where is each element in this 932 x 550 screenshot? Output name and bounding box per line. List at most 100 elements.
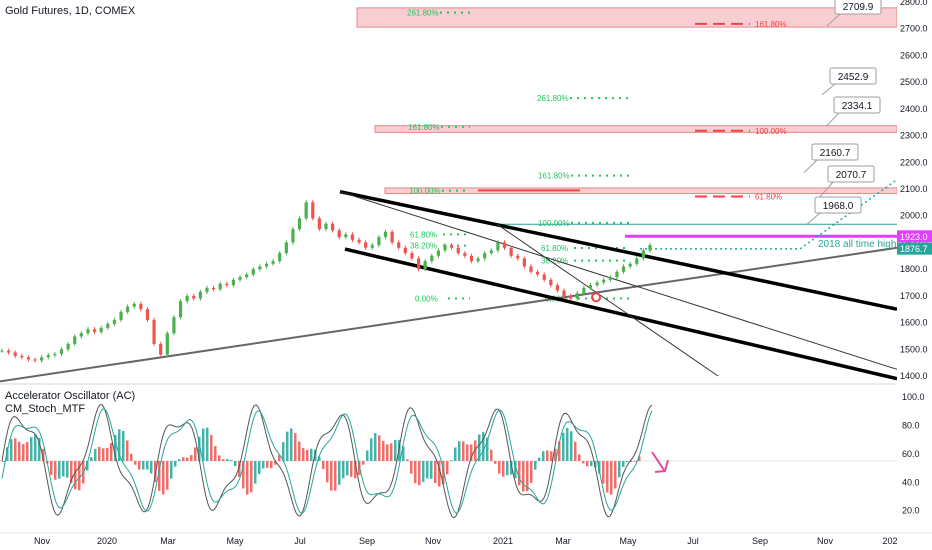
- ac-histogram-bar: [22, 444, 25, 461]
- candle-body: [178, 301, 183, 318]
- candle-body: [416, 258, 421, 270]
- candle-body: [602, 279, 606, 283]
- time-tick-label: Nov: [817, 536, 834, 546]
- ac-histogram-bar: [234, 461, 237, 467]
- candle-body: [608, 277, 612, 280]
- ac-histogram-bar: [422, 461, 425, 482]
- ac-histogram-bar: [50, 461, 53, 475]
- fib-level-label: 61.80%: [541, 244, 568, 253]
- candle-body: [172, 317, 176, 334]
- oscillator-pane: [0, 404, 897, 519]
- fib-level-label: 161.80%: [408, 123, 440, 132]
- osc-tick-label: 40.0: [902, 477, 920, 487]
- ac-histogram-bar: [74, 461, 77, 490]
- price-callout: [833, 96, 881, 114]
- candle-body: [205, 287, 209, 292]
- trend-lines: [0, 179, 898, 383]
- ac-histogram-bar: [618, 461, 621, 478]
- ac-histogram-bar: [362, 461, 365, 465]
- candle-body: [383, 231, 388, 238]
- candle-body: [324, 223, 328, 230]
- ac-histogram-bar: [90, 457, 93, 461]
- candle-body: [99, 327, 103, 332]
- candle-body: [192, 295, 196, 299]
- candle-body: [615, 271, 619, 278]
- ac-histogram-bar: [18, 441, 21, 461]
- fib-level-label: 100.00%: [538, 219, 570, 228]
- price-callout: [814, 196, 862, 214]
- ac-histogram-bar: [246, 461, 249, 495]
- price-tick-label: 2300.0: [900, 131, 928, 141]
- price-callout: [811, 143, 859, 161]
- ac-histogram-bar: [98, 446, 101, 461]
- candle-body: [357, 239, 361, 243]
- ac-histogram-bar: [466, 444, 469, 461]
- candle-body: [112, 319, 117, 324]
- price-tick-label: 2200.0: [900, 157, 928, 167]
- price-tick-label: 1600.0: [900, 318, 928, 328]
- price-callout-label: 1968.0: [823, 201, 854, 212]
- candle-body: [317, 218, 321, 230]
- candle-body: [231, 279, 236, 286]
- candle-body: [245, 274, 249, 278]
- candle-body: [198, 291, 202, 299]
- candle-body: [569, 295, 573, 299]
- ac-histogram-bar: [586, 461, 589, 467]
- time-tick-label: Mar: [160, 536, 176, 546]
- candle-body: [46, 355, 50, 358]
- fib-level-label: 100.00%: [409, 187, 441, 196]
- ac-histogram-bar: [162, 461, 165, 495]
- candle-body: [549, 279, 553, 286]
- ac-histogram-bar: [622, 461, 625, 467]
- ac-histogram-bar: [78, 461, 81, 491]
- ac-histogram-bar: [34, 434, 37, 461]
- time-axis: Nov 2020 Mar May Jul Sep Nov 2021 Mar May Jul Sep No…: [34, 536, 898, 546]
- price-badge: [897, 242, 932, 255]
- candle-body: [390, 231, 394, 243]
- price-tick-label: 1500.0: [900, 344, 928, 354]
- fib-level-label: 261.80%: [407, 9, 439, 18]
- candle-body: [516, 255, 520, 259]
- ac-histogram-bar: [306, 449, 309, 461]
- ac-histogram-bar: [26, 442, 29, 461]
- ac-histogram-bar: [262, 461, 265, 469]
- price-badge-label: 1923.0: [900, 232, 928, 242]
- channel-lower-line: [344, 247, 898, 381]
- ac-histogram-bar: [350, 461, 353, 477]
- fib-level-label: 261.80%: [537, 94, 569, 103]
- fib-level-label: 161.80%: [538, 172, 570, 181]
- fib-target-zone: [374, 125, 898, 133]
- ac-histogram-bar: [142, 461, 145, 470]
- ac-histogram-bar: [230, 460, 233, 462]
- ac-histogram-bar: [94, 448, 97, 461]
- callout-pointer: [825, 112, 840, 127]
- candle-body: [13, 352, 17, 356]
- fib-levels: 261.80% 161.80% 261.80% 161.80% 100.00% 161.8…: [407, 9, 897, 304]
- price-callout-label: 2452.9: [838, 72, 869, 83]
- ac-histogram-bar: [10, 439, 13, 461]
- fib-level-label: 161.80%: [755, 20, 787, 29]
- ac-histogram-bar: [378, 435, 381, 461]
- candle-body: [364, 242, 368, 248]
- time-tick-label: 2020: [97, 536, 117, 546]
- stoch-d-line: [1, 408, 653, 515]
- candle-body: [542, 274, 546, 280]
- fib-level-label: 61.80%: [410, 230, 437, 239]
- projection-dotted-line: [640, 179, 898, 250]
- price-tick-label: 1700.0: [900, 291, 928, 301]
- ac-histogram-bar: [290, 428, 293, 461]
- ac-histogram-bar: [354, 461, 357, 479]
- candle-body: [463, 253, 467, 256]
- ac-histogram-bar: [542, 451, 545, 461]
- ac-histogram-bar: [450, 460, 453, 462]
- ath-annotation: 2018 all time high: [818, 239, 896, 250]
- ac-histogram-bar: [326, 461, 329, 483]
- ac-histogram-bar: [54, 461, 57, 480]
- ac-histogram-bar: [322, 461, 325, 469]
- ac-histogram-bar: [298, 441, 301, 461]
- ac-histogram-bar: [538, 457, 541, 461]
- candle-body: [264, 263, 269, 267]
- ac-histogram-bar: [206, 427, 209, 461]
- ac-histogram-bar: [122, 431, 125, 461]
